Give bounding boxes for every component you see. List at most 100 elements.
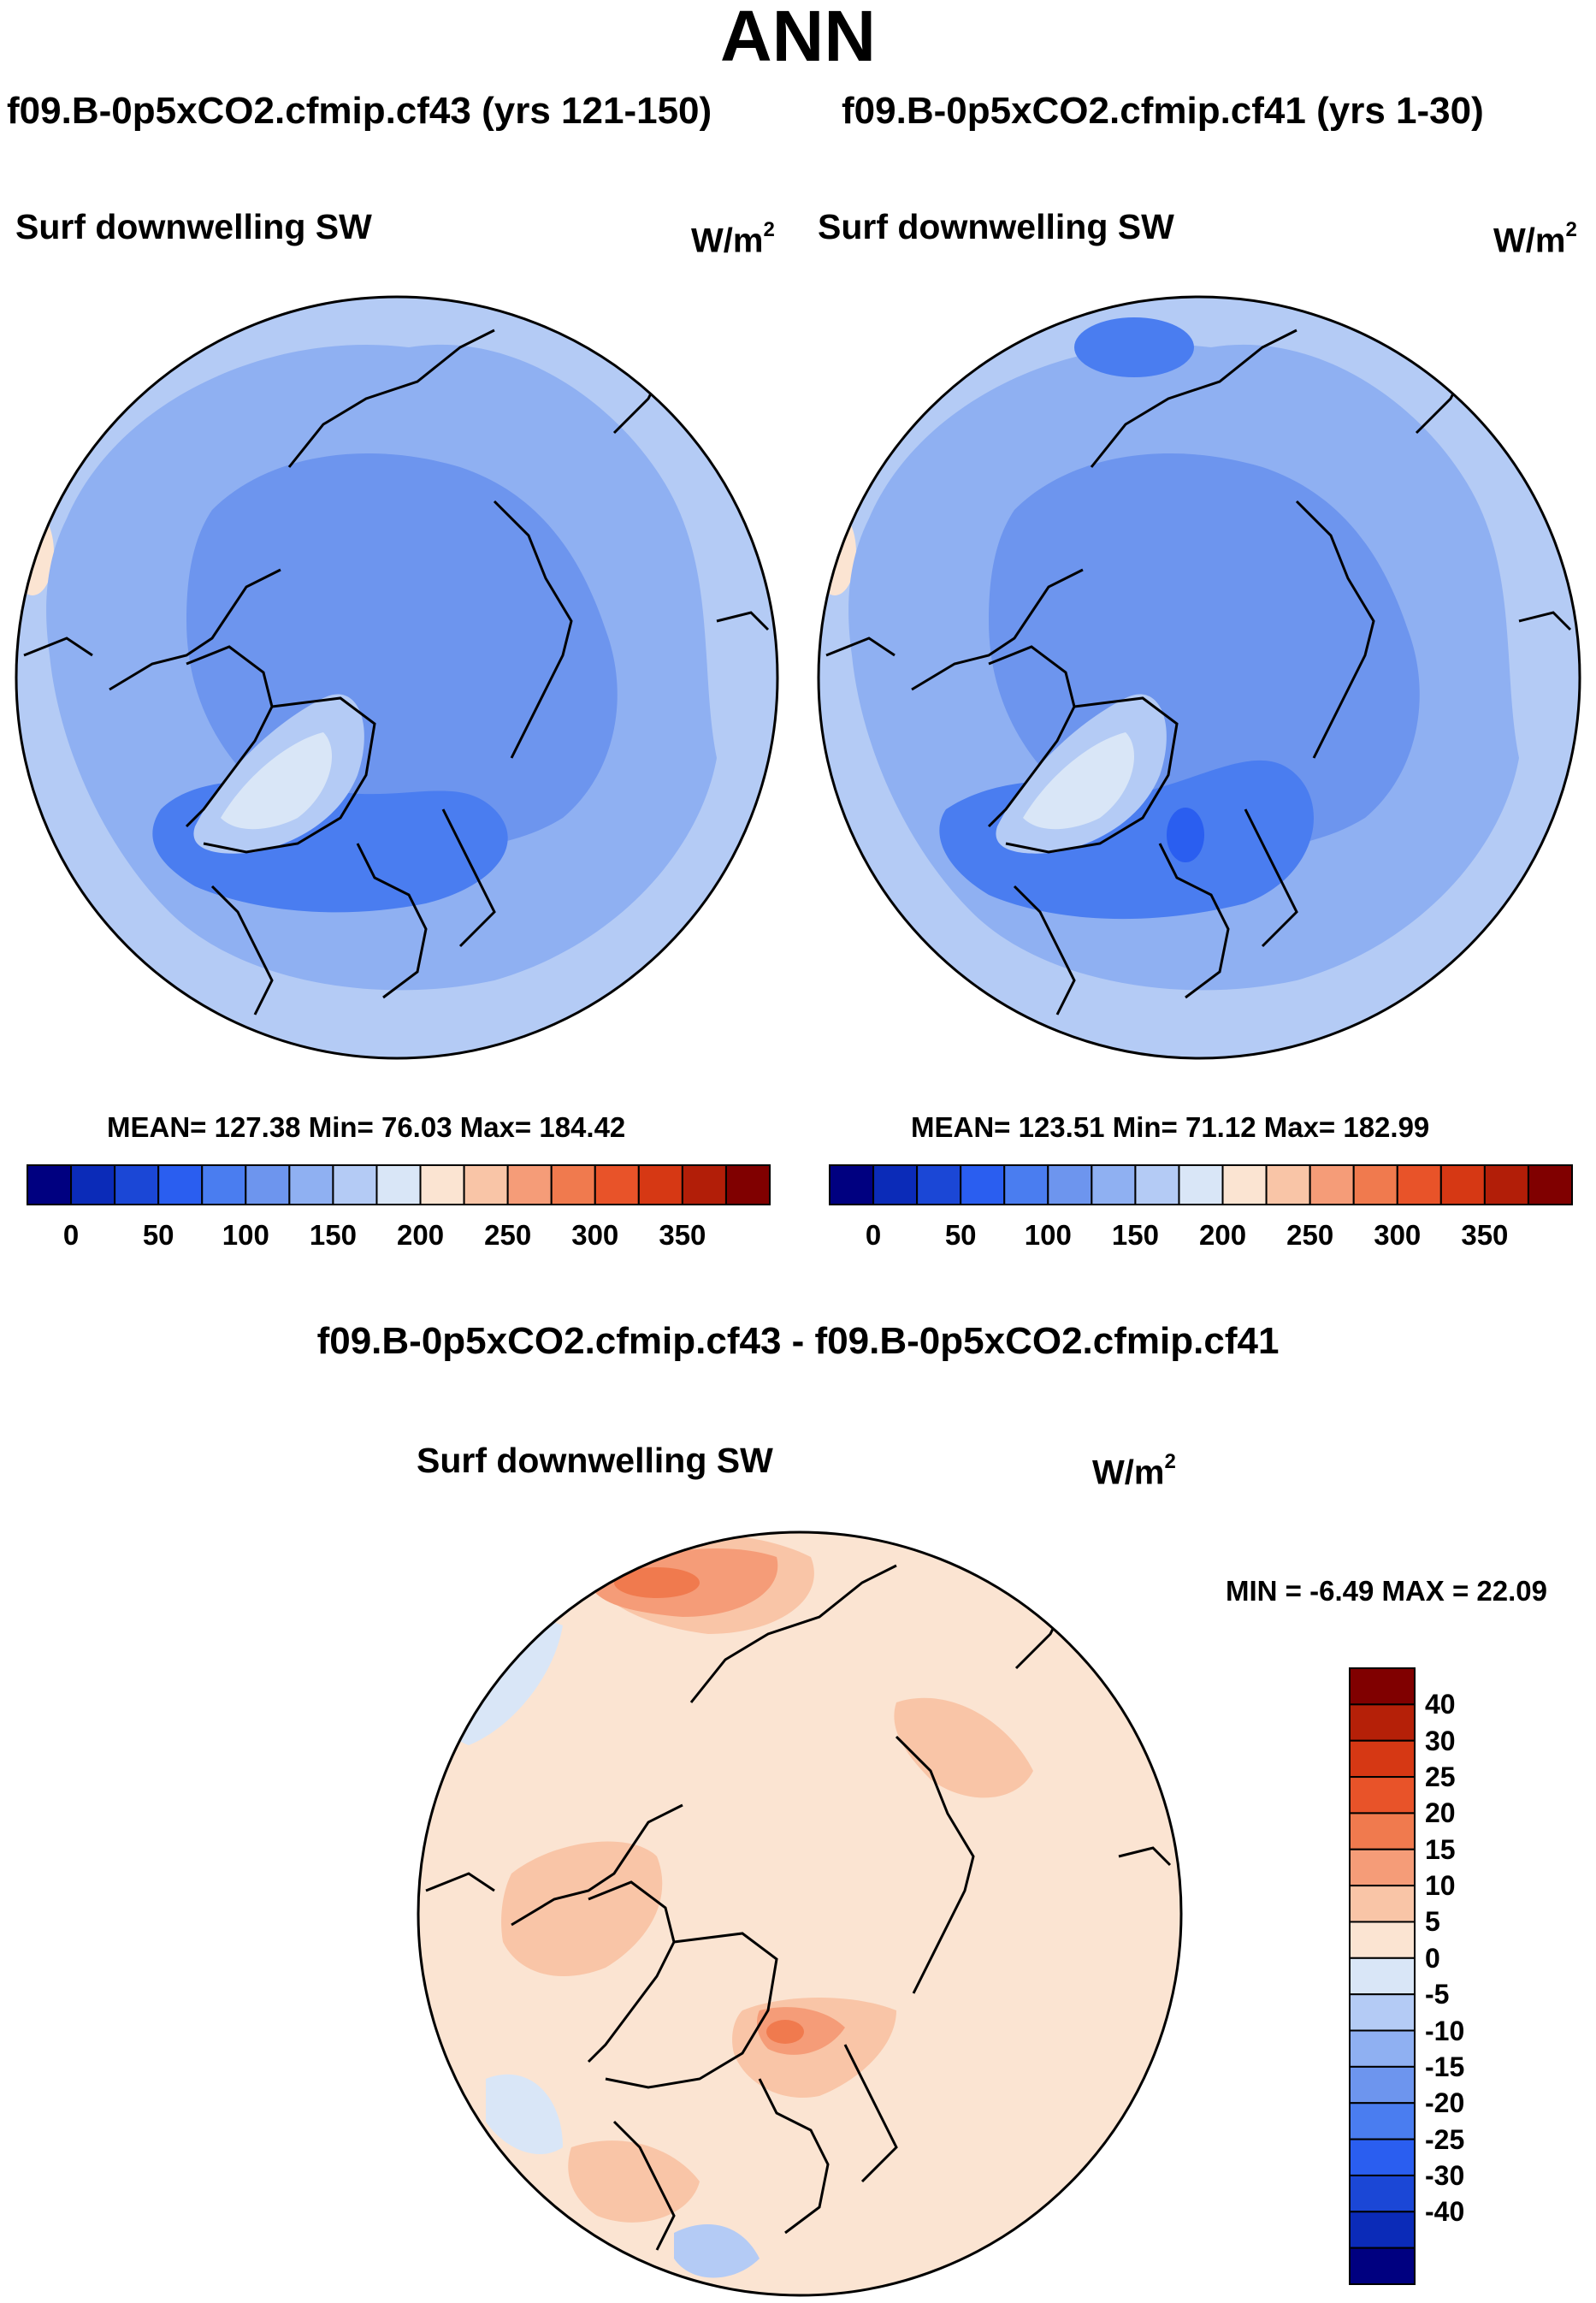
difference-colorbar-tick-label: 5	[1425, 1906, 1440, 1938]
right-colorbar-ticks: 0 50 100 150 200 250 300 350	[830, 1218, 1572, 1252]
left-colorbar-swatch	[506, 1164, 553, 1205]
diff-map-positive-north-core	[614, 1567, 700, 1598]
right-map-border	[817, 295, 1581, 1060]
right-colorbar-swatch	[960, 1164, 1006, 1205]
difference-colorbar-tick-label: 25	[1425, 1761, 1456, 1793]
difference-colorbar-swatch	[1349, 2029, 1416, 2068]
left-map-border	[15, 295, 779, 1060]
right-colorbar-tick-label: 350	[1461, 1219, 1509, 1251]
left-colorbar-tick-label: 350	[659, 1219, 706, 1251]
right-colorbar-tick-label: 50	[944, 1219, 977, 1251]
left-colorbar-tick-label: 100	[222, 1219, 269, 1251]
left-map-warm-patch	[15, 510, 54, 595]
difference-title: f09.B-0p5xCO2.cfmip.cf43 - f09.B-0p5xCO2…	[316, 1320, 1280, 1362]
left-colorbar-tick-label: 150	[309, 1219, 357, 1251]
right-colorbar-tick-label: 100	[1024, 1219, 1072, 1251]
left-colorbar-swatch	[681, 1164, 727, 1205]
right-colorbar-swatch	[829, 1164, 875, 1205]
right-variable-label: Surf downwelling SW	[818, 207, 1174, 246]
right-colorbar-tick-label: 0	[865, 1219, 882, 1251]
difference-colorbar-swatch	[1349, 2102, 1416, 2140]
left-colorbar-swatch	[463, 1164, 509, 1205]
right-colorbar-swatch	[1439, 1164, 1486, 1205]
left-colorbar-swatch	[70, 1164, 116, 1205]
right-colorbar-swatch	[1309, 1164, 1355, 1205]
left-map-greenland-core	[221, 732, 332, 830]
right-colorbar-tick-label: 200	[1198, 1219, 1247, 1251]
right-colorbar-swatch	[1352, 1164, 1398, 1205]
right-colorbar-swatch	[1178, 1164, 1224, 1205]
difference-colorbar-swatch	[1349, 1703, 1416, 1742]
left-colorbar	[27, 1164, 771, 1205]
diff-map-coastlines	[425, 1564, 1172, 2251]
difference-variable-label: Surf downwelling SW	[417, 1441, 773, 1480]
left-colorbar-tick-label: 50	[142, 1219, 174, 1251]
difference-colorbar-swatch	[1349, 1921, 1416, 1959]
difference-colorbar-tick-label: -10	[1425, 2015, 1465, 2046]
right-colorbar-swatch	[1265, 1164, 1311, 1205]
right-colorbar-swatch	[1221, 1164, 1268, 1205]
right-polar-map	[817, 295, 1581, 1060]
diff-map-border	[417, 1530, 1183, 2297]
right-colorbar-swatch	[1047, 1164, 1093, 1205]
difference-colorbar-tick-label: 0	[1425, 1942, 1440, 1974]
diff-map-positive-canada	[501, 1841, 663, 1976]
difference-colorbar-swatch	[1349, 1848, 1416, 1887]
difference-colorbar-tick-label: 40	[1425, 1689, 1456, 1720]
left-colorbar-swatch	[157, 1164, 204, 1205]
difference-polar-map	[417, 1530, 1183, 2297]
difference-colorbar	[1349, 1667, 1416, 2286]
right-map-warm-patch	[818, 510, 856, 595]
figure-title: ANN	[720, 0, 876, 76]
right-case-title: f09.B-0p5xCO2.cfmip.cf41 (yrs 1-30)	[842, 90, 1484, 132]
right-map-atlantic-core	[1167, 808, 1204, 862]
difference-colorbar-tick-label: -30	[1425, 2159, 1465, 2191]
difference-colorbar-tick-label: -40	[1425, 2196, 1465, 2228]
left-colorbar-swatch	[201, 1164, 247, 1205]
difference-colorbar-tick-label: -15	[1425, 2051, 1465, 2082]
difference-colorbar-tick-label: 20	[1425, 1797, 1456, 1829]
difference-colorbar-swatch	[1349, 2065, 1416, 2105]
difference-colorbar-swatch	[1349, 1812, 1416, 1850]
left-map-warm-patch-2	[758, 775, 778, 844]
right-colorbar	[829, 1164, 1574, 1205]
right-map-greenland-core	[1023, 732, 1134, 830]
left-colorbar-tick-label: 250	[484, 1219, 532, 1251]
right-colorbar-swatch	[1134, 1164, 1180, 1205]
left-colorbar-swatch	[245, 1164, 291, 1205]
right-colorbar-tick-label: 300	[1374, 1219, 1422, 1251]
right-colorbar-swatch	[916, 1164, 962, 1205]
difference-colorbar-tick-label: 10	[1425, 1870, 1456, 1902]
difference-units-label: W/m2	[1092, 1450, 1176, 1492]
diff-map-negative-patch-2	[486, 2074, 563, 2155]
right-colorbar-swatch	[1003, 1164, 1049, 1205]
difference-colorbar-ticks: 40 30 25 20 15 10 5 0 -5 -10 -15 -20 -25 -30 -40	[1425, 1668, 1510, 2284]
left-stats: MEAN= 127.38 Min= 76.03 Max= 184.42	[107, 1111, 626, 1143]
left-colorbar-swatch	[375, 1164, 422, 1205]
diff-map-positive-barents-core	[766, 2020, 804, 2044]
difference-colorbar-swatch	[1349, 1776, 1416, 1815]
difference-colorbar-swatch	[1349, 2138, 1416, 2176]
difference-colorbar-tick-label: 15	[1425, 1833, 1456, 1865]
difference-colorbar-swatch	[1349, 1993, 1416, 2032]
right-map-siberia-low	[1074, 317, 1194, 377]
difference-colorbar-swatch	[1349, 1885, 1416, 1923]
left-colorbar-swatch	[288, 1164, 334, 1205]
left-polar-map	[15, 295, 779, 1060]
right-stats: MEAN= 123.51 Min= 71.12 Max= 182.99	[911, 1111, 1430, 1143]
left-units-label: W/m2	[691, 218, 775, 260]
left-colorbar-tick-label: 0	[62, 1219, 80, 1251]
difference-colorbar-tick-label: 30	[1425, 1725, 1456, 1756]
left-colorbar-swatch	[637, 1164, 683, 1205]
diff-map-negative-patch-3	[674, 2224, 760, 2278]
left-colorbar-tick-label: 200	[396, 1219, 445, 1251]
left-colorbar-tick-label: 300	[571, 1219, 619, 1251]
left-colorbar-ticks: 0 50 100 150 200 250 300 350	[27, 1218, 770, 1252]
left-case-title: f09.B-0p5xCO2.cfmip.cf43 (yrs 121-150)	[7, 90, 712, 132]
right-colorbar-swatch	[1527, 1164, 1574, 1205]
difference-colorbar-swatch	[1349, 2211, 1416, 2249]
left-colorbar-swatch	[332, 1164, 378, 1205]
difference-colorbar-swatch	[1349, 1957, 1416, 1996]
diff-map-positive-east	[894, 1697, 1033, 1798]
difference-colorbar-swatch	[1349, 2174, 1416, 2213]
